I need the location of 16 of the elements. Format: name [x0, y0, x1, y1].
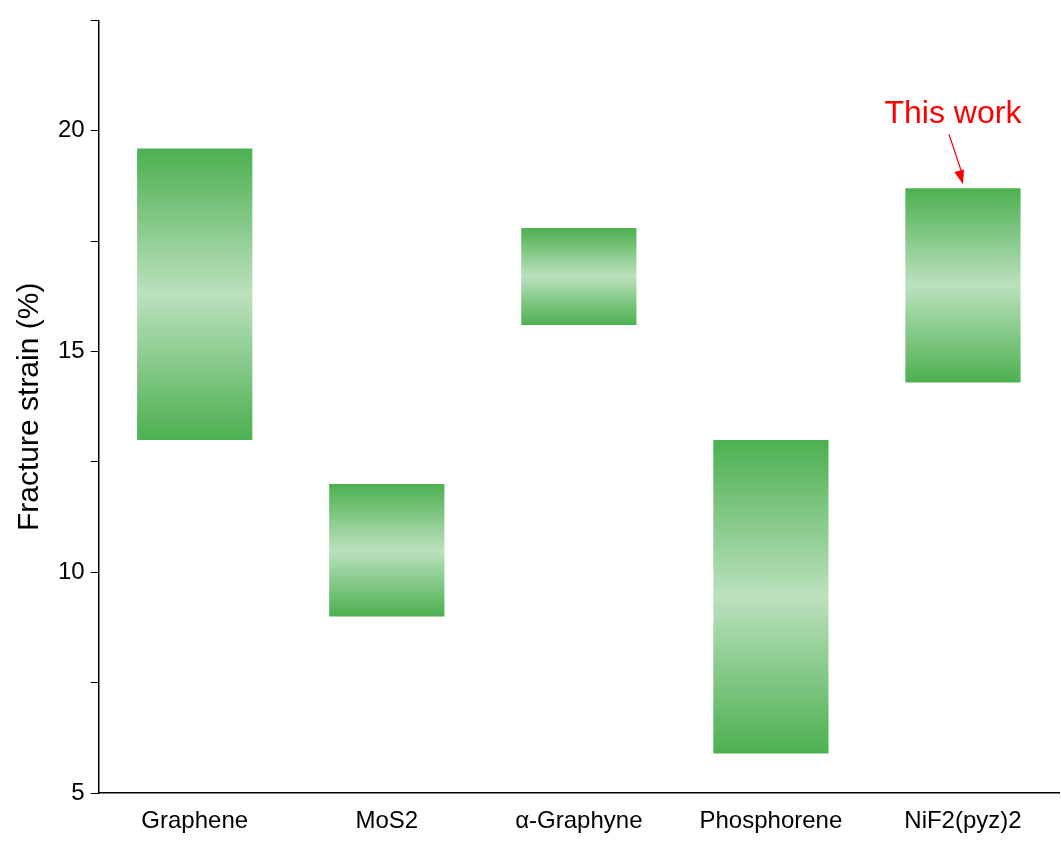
y-axis-title: Fracture strain (%) — [11, 282, 45, 531]
x-tick-label: α-Graphyne — [515, 806, 643, 834]
y-tick-label: 15 — [57, 336, 85, 364]
y-tick-label: 5 — [71, 777, 85, 805]
x-tick-label: Phosphorene — [699, 806, 843, 834]
x-tick-label: NiF2(pyz)2 — [904, 806, 1022, 834]
y-tick-label: 20 — [57, 115, 85, 143]
bar — [137, 148, 253, 440]
annotation: This work — [884, 94, 1023, 131]
bar — [905, 188, 1021, 383]
x-tick-label: Graphene — [141, 806, 249, 834]
x-tick-label: MoS2 — [355, 806, 419, 834]
bar — [713, 439, 829, 754]
y-tick-label: 10 — [57, 557, 85, 585]
bar — [521, 227, 637, 326]
bar — [329, 484, 445, 617]
